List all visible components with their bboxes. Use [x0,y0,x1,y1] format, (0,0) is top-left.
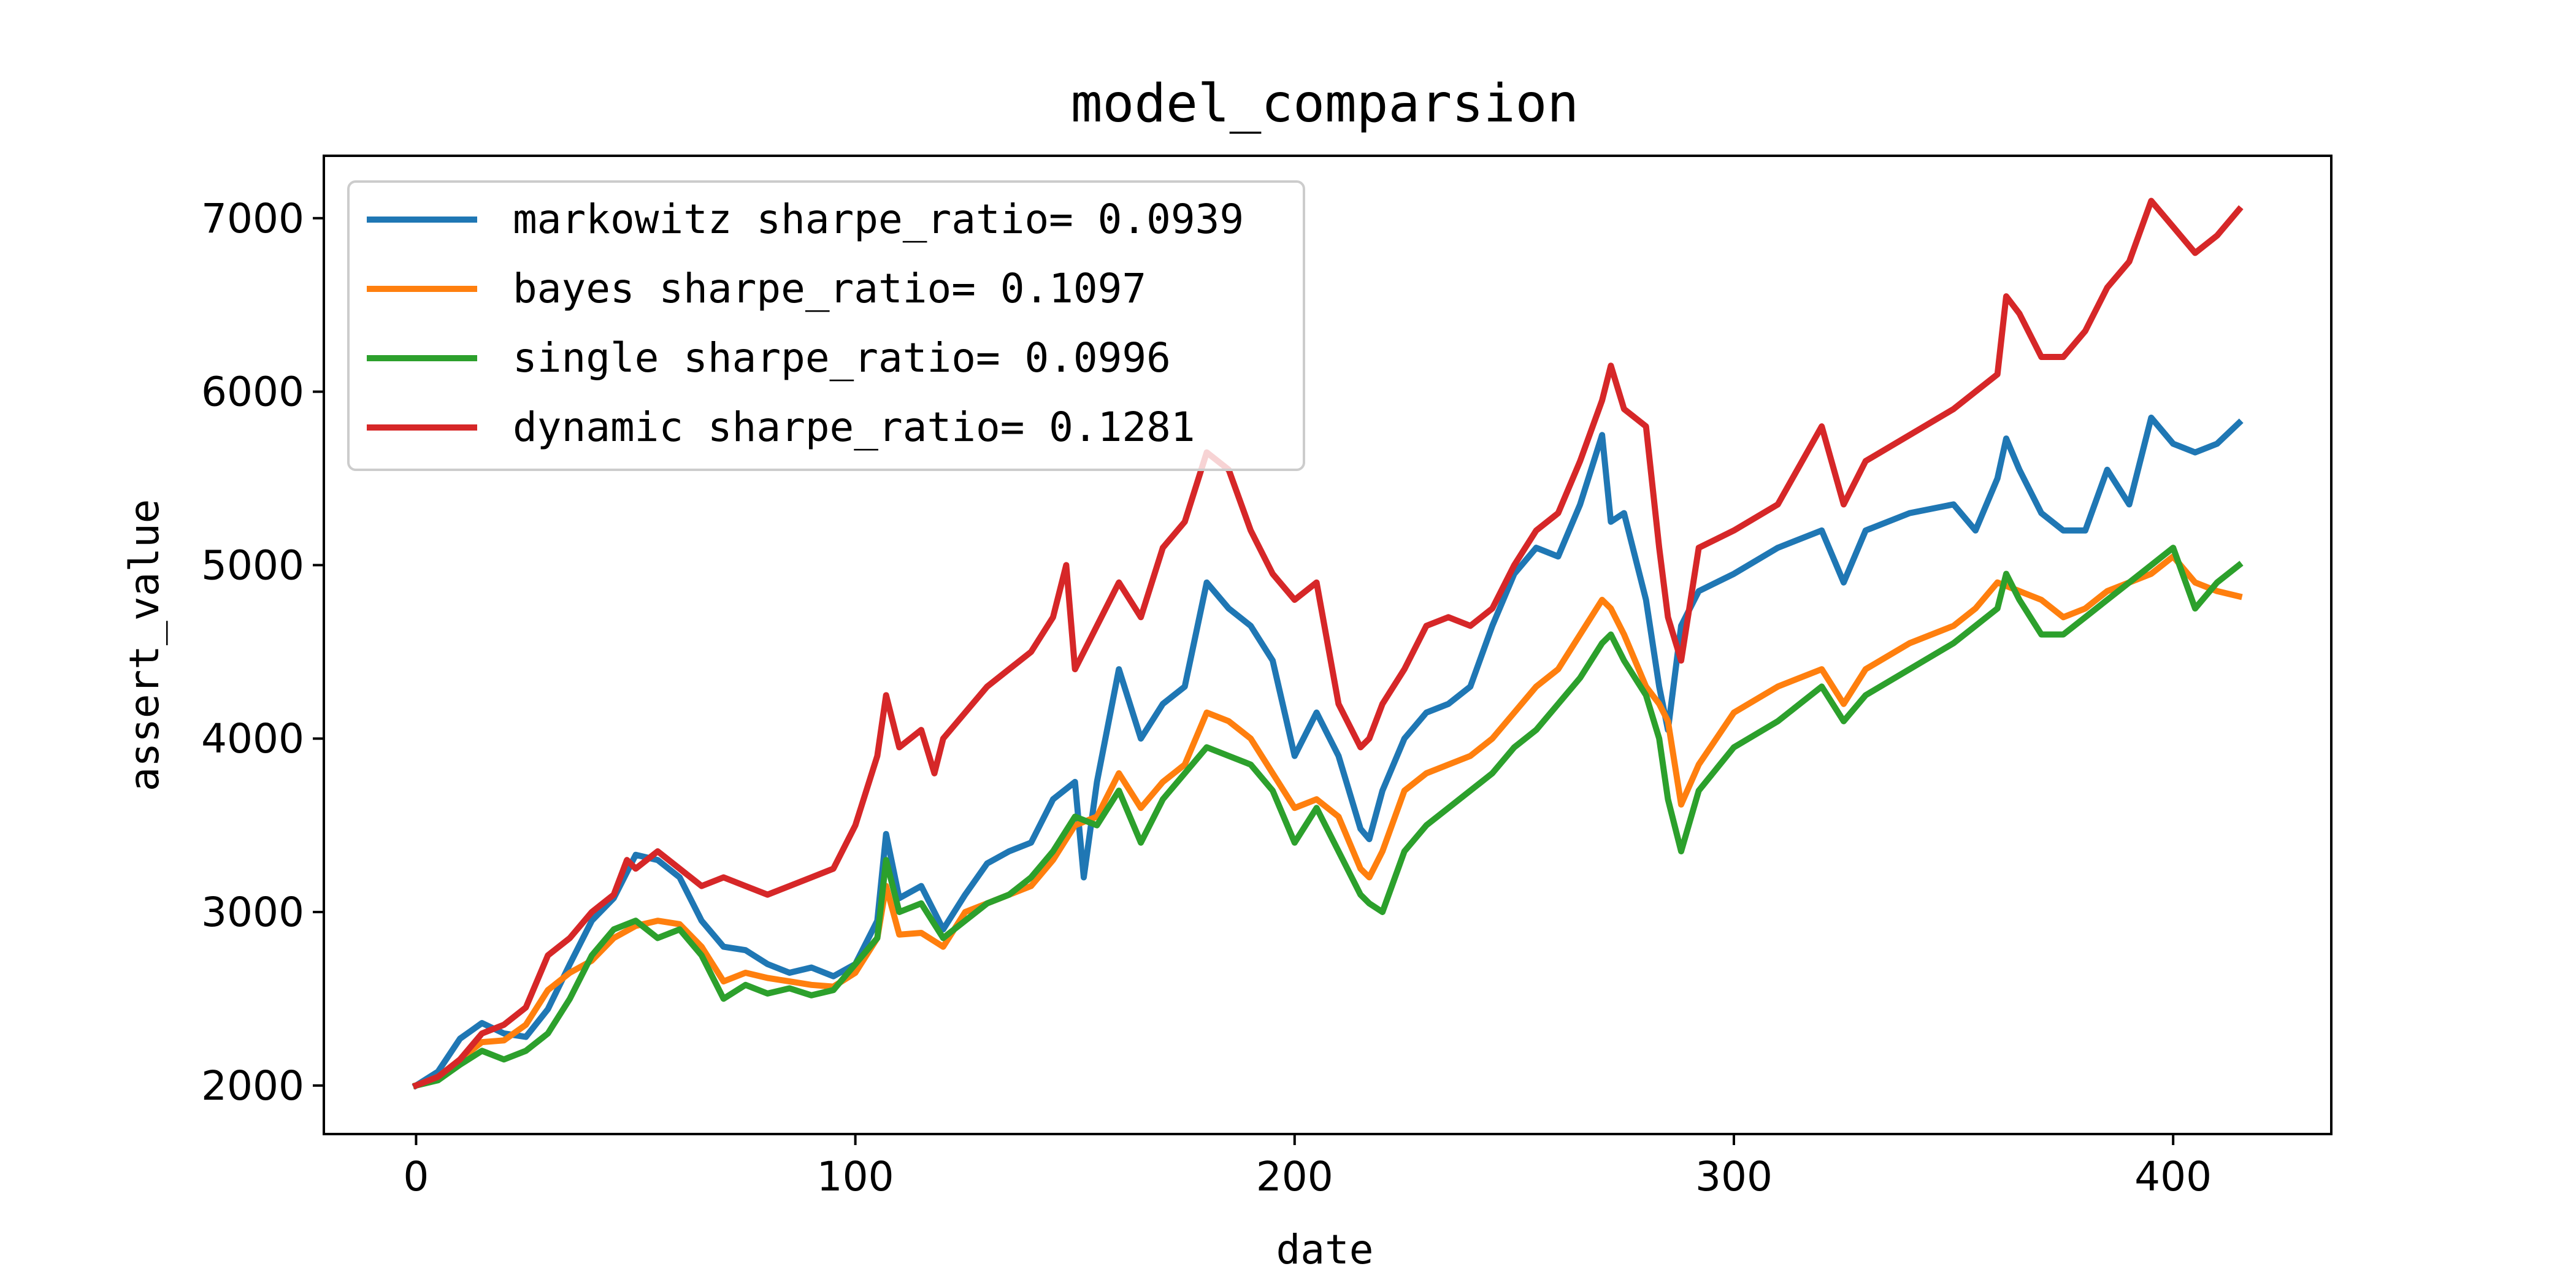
x-tick-label: 400 [2134,1153,2212,1200]
x-tick-label: 100 [817,1153,894,1200]
legend-label-bayes: bayes sharpe_ratio= 0.1097 [513,265,1146,312]
series-line-markowitz [412,415,2244,1090]
y-tick-label: 2000 [201,1062,304,1110]
legend-entries: markowitz sharpe_ratio= 0.0939 bayes shar… [367,196,1244,451]
series-line-single [412,545,2244,1089]
legend-label-single: single sharpe_ratio= 0.0996 [513,334,1171,381]
x-tick-label: 200 [1256,1153,1333,1200]
legend-label-dynamic: dynamic sharpe_ratio= 0.1281 [513,404,1195,451]
legend-box [347,180,1305,471]
legend-label-markowitz: markowitz sharpe_ratio= 0.0939 [513,196,1244,243]
legend: markowitz sharpe_ratio= 0.0939 bayes shar… [347,180,1305,471]
x-tick-label: 0 [403,1153,429,1200]
x-axis-label: date [1276,1226,1374,1273]
series-group [412,197,2244,1090]
y-tick-label: 5000 [201,542,304,589]
x-tick-label: 300 [1695,1153,1773,1200]
y-tick-label: 4000 [201,715,304,762]
y-tick-label: 6000 [201,369,304,416]
y-tick-label: 3000 [201,889,304,936]
y-axis-ticks: 2000 3000 4000 5000 6000 7000 [201,195,324,1110]
series-line-dynamic [412,197,2244,1090]
y-axis-label: assert_value [121,499,168,792]
y-tick-label: 7000 [201,195,304,242]
x-axis-ticks: 0 100 200 300 400 [403,1134,2212,1200]
series-line-bayes [412,553,2243,1090]
chart-title: model_comparsion [1071,73,1579,134]
plot-area [323,155,2333,1135]
axes-frame [323,155,2333,1135]
